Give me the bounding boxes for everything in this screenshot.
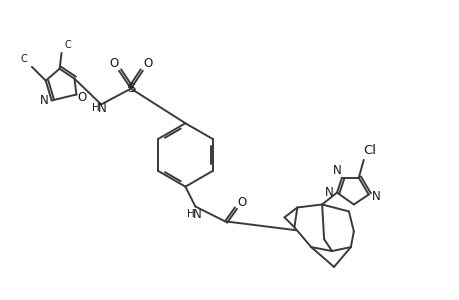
Text: O: O — [237, 196, 246, 209]
Text: N: N — [40, 94, 49, 107]
Text: Cl: Cl — [363, 143, 375, 157]
Text: C: C — [21, 54, 27, 64]
Text: N: N — [324, 186, 333, 199]
Text: N: N — [332, 164, 341, 177]
Text: N: N — [98, 102, 106, 115]
Text: N: N — [192, 208, 201, 221]
Text: O: O — [143, 57, 152, 70]
Text: N: N — [371, 190, 380, 203]
Text: H: H — [187, 209, 195, 219]
Text: C: C — [64, 40, 71, 50]
Text: O: O — [109, 57, 118, 70]
Text: S: S — [127, 82, 135, 95]
Text: H: H — [92, 103, 100, 113]
Text: O: O — [78, 91, 87, 104]
